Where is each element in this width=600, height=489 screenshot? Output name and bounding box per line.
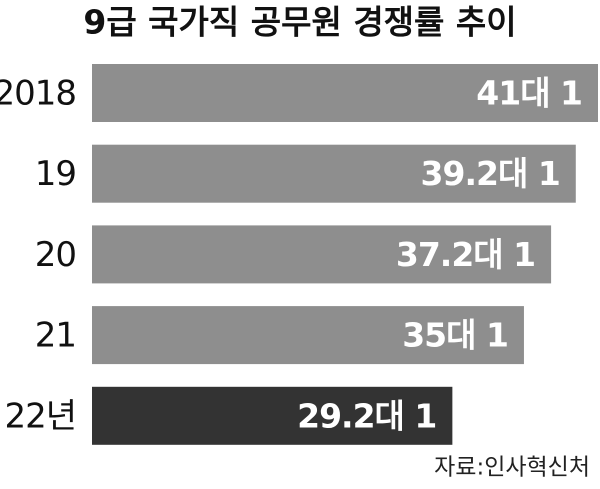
value-label: 39.2대 1 xyxy=(421,154,560,193)
value-label: 29.2대 1 xyxy=(297,396,436,435)
category-label: 20 xyxy=(35,235,76,275)
bar xyxy=(92,386,453,445)
category-label: 2018 xyxy=(0,74,76,114)
value-label: 41대 1 xyxy=(476,74,582,113)
bar xyxy=(92,225,552,284)
chart-title: 9급 국가직 공무원 경쟁률 추이 xyxy=(83,3,516,42)
bar xyxy=(92,64,598,122)
category-label: 21 xyxy=(35,316,76,356)
category-label: 19 xyxy=(35,154,76,194)
bar xyxy=(92,306,524,365)
bar xyxy=(92,144,576,203)
value-label: 35대 1 xyxy=(402,316,508,355)
category-label: 22년 xyxy=(4,396,76,436)
value-label: 37.2대 1 xyxy=(396,235,535,274)
source: 자료:인사혁신처 xyxy=(434,455,590,481)
